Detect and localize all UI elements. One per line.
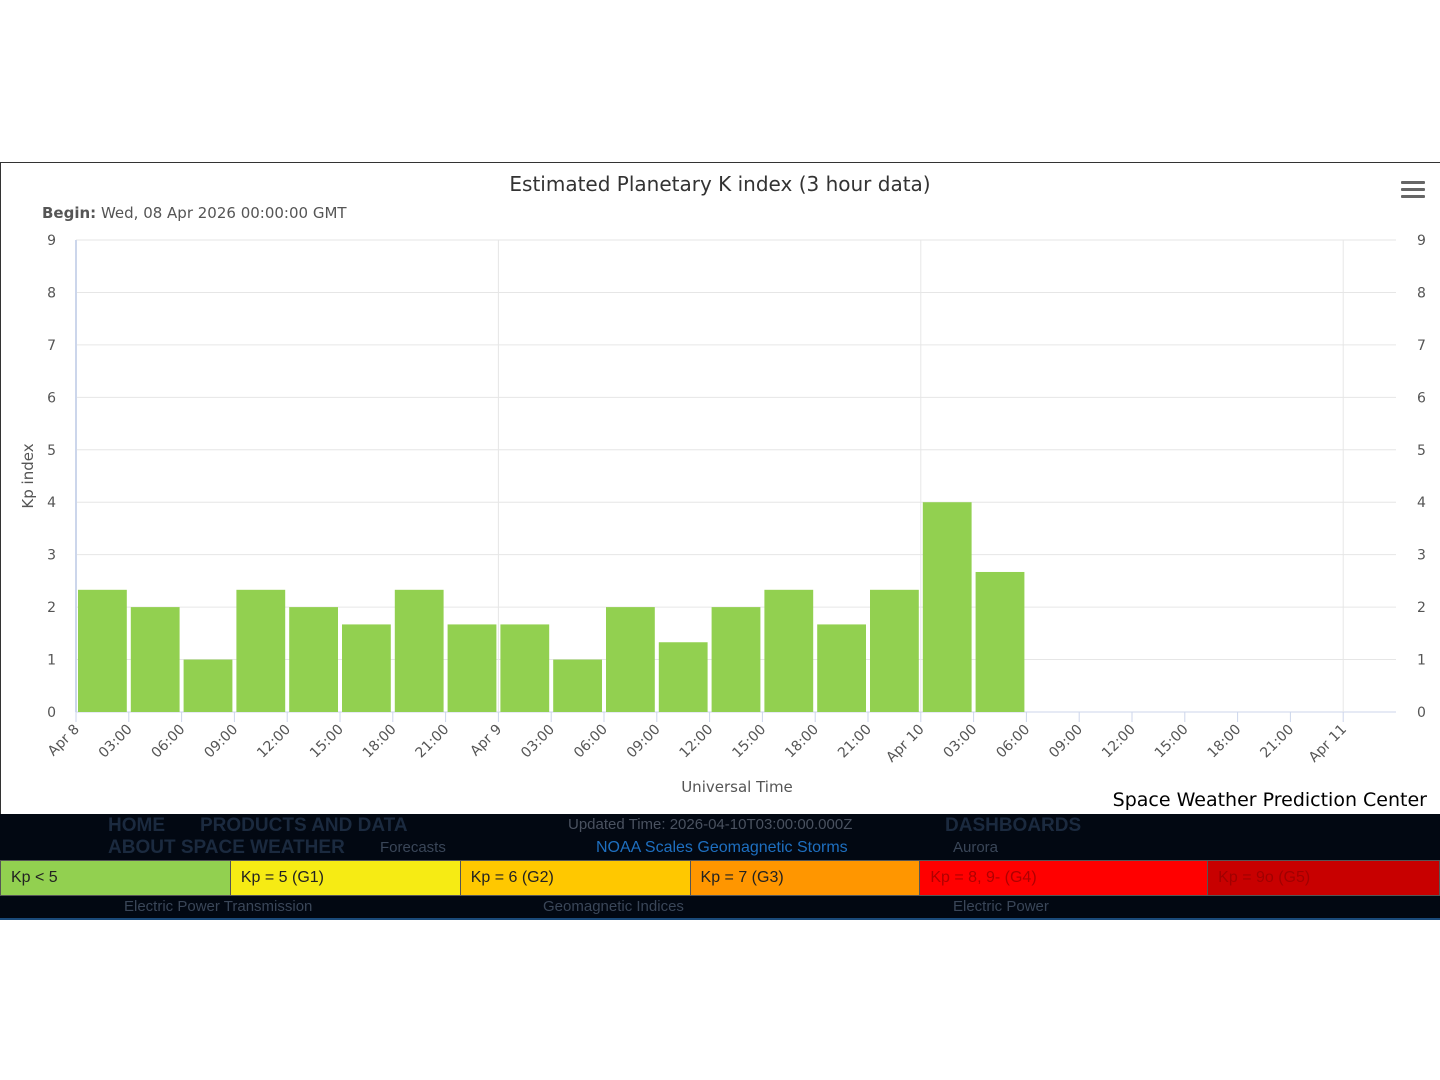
nav-home[interactable]: HOME [108, 815, 165, 836]
x-tick-label: Apr 8 [45, 722, 83, 760]
kp-chart: 0 0 1 1 2 2 3 3 4 4 5 5 6 6 7 7 8 8 9 9 Apr 8 03:00 06:00 09:00… [19, 233, 1426, 796]
legend-item: Kp = 6 (G2) [460, 860, 691, 896]
x-tick-label: 12:00 [254, 722, 294, 762]
y-axis-title: Kp index [19, 443, 37, 508]
kp-bar [764, 589, 814, 712]
kp-bar [236, 589, 286, 712]
y-tick-label-right: 7 [1417, 338, 1426, 354]
noaa-scales-link[interactable]: NOAA Scales Geomagnetic Storms [596, 839, 848, 856]
kp-bar [500, 624, 550, 712]
nav-aurora[interactable]: Aurora [953, 839, 999, 856]
kp-bar [870, 589, 919, 712]
x-tick-label: 03:00 [518, 722, 558, 762]
begin-label: Begin: [42, 204, 97, 222]
kp-bar [553, 659, 602, 712]
nav-products[interactable]: PRODUCTS AND DATA [200, 815, 408, 836]
chart-credit[interactable]: Space Weather Prediction Center [1112, 789, 1427, 811]
chart-title: Estimated Planetary K index (3 hour data… [509, 172, 931, 196]
kp-bar [447, 624, 497, 712]
y-tick-label: 3 [47, 548, 56, 564]
hamburger-menu-icon[interactable] [1401, 181, 1425, 201]
kp-bar [817, 624, 866, 712]
kp-bar [658, 642, 708, 712]
y-tick-label: 0 [47, 705, 56, 721]
x-tick-label: 03:00 [941, 722, 981, 762]
x-tick-label: 15:00 [307, 722, 347, 762]
x-tick-label: 09:00 [201, 722, 241, 762]
legend-item: Kp = 8, 9- (G4) [920, 860, 1209, 896]
kp-bar [78, 589, 127, 712]
kp-bar [711, 607, 761, 712]
y-tick-label: 2 [47, 600, 56, 616]
x-tick-label: 09:00 [624, 722, 664, 762]
x-tick-label: 21:00 [1257, 722, 1297, 762]
y-tick-label: 4 [47, 495, 56, 511]
legend-item: Kp = 9o (G5) [1208, 860, 1440, 896]
y-tick-label: 5 [47, 443, 56, 459]
kp-bar [183, 659, 233, 712]
kp-bar [975, 571, 1025, 712]
kp-bar [606, 607, 655, 712]
nav-about[interactable]: ABOUT SPACE WEATHER [108, 837, 345, 858]
y-tick-label-right: 4 [1417, 495, 1426, 511]
x-tick-label: 18:00 [782, 722, 822, 762]
x-tick-label: 06:00 [993, 722, 1033, 762]
legend-item: Kp = 7 (G3) [690, 860, 921, 896]
nav-dashboards[interactable]: DASHBOARDS [945, 815, 1082, 836]
nav-forecasts[interactable]: Forecasts [380, 839, 446, 856]
x-axis-title: Universal Time [681, 778, 793, 796]
y-tick-label-right: 0 [1417, 705, 1426, 721]
nav-ep[interactable]: Electric Power [953, 898, 1049, 915]
kp-bar [342, 624, 391, 712]
y-tick-label-right: 2 [1417, 600, 1426, 616]
kp-bar [130, 607, 180, 712]
nav-ept[interactable]: Electric Power Transmission [124, 898, 313, 915]
x-tick-label: Apr 11 [1306, 722, 1350, 766]
begin-value: Wed, 08 Apr 2026 00:00:00 GMT [100, 204, 347, 222]
legend-item: Kp = 5 (G1) [230, 860, 461, 896]
x-tick-label: Apr 10 [883, 722, 927, 766]
y-tick-label-right: 9 [1417, 233, 1426, 249]
y-tick-label-right: 6 [1417, 390, 1426, 406]
legend-item: Kp < 5 [0, 860, 231, 896]
kp-legend: Kp < 5 Kp = 5 (G1) Kp = 6 (G2) Kp = 7 (G3) K… [0, 860, 1440, 896]
x-tick-label: 15:00 [729, 722, 769, 762]
x-tick-label: 12:00 [677, 722, 717, 762]
updated-time: Updated Time: 2026-04-10T03:00:00.000Z [568, 816, 853, 833]
nav-geo[interactable]: Geomagnetic Indices [543, 898, 684, 915]
y-tick-label: 6 [47, 390, 56, 406]
y-tick-label: 7 [47, 338, 56, 354]
x-tick-label: 06:00 [149, 722, 189, 762]
y-tick-label-right: 3 [1417, 548, 1426, 564]
x-tick-label: 03:00 [96, 722, 136, 762]
x-tick-label: Apr 9 [467, 722, 505, 760]
x-tick-label: 21:00 [835, 722, 875, 762]
x-tick-label: 15:00 [1152, 722, 1192, 762]
kp-bar [922, 502, 972, 712]
kp-bar [394, 589, 444, 712]
kp-bar [289, 607, 338, 712]
chart-subtitle: Begin: Wed, 08 Apr 2026 00:00:00 GMT [42, 204, 347, 222]
x-tick-label: 12:00 [1099, 722, 1139, 762]
y-tick-label-right: 5 [1417, 443, 1426, 459]
x-tick-label: 06:00 [571, 722, 611, 762]
x-tick-label: 09:00 [1046, 722, 1086, 762]
y-tick-label: 8 [47, 285, 56, 301]
y-tick-label-right: 1 [1417, 653, 1426, 669]
y-tick-label: 9 [47, 233, 56, 249]
y-tick-label: 1 [47, 653, 56, 669]
x-tick-label: 18:00 [360, 722, 400, 762]
x-tick-label: 18:00 [1205, 722, 1245, 762]
x-tick-label: 21:00 [413, 722, 453, 762]
y-tick-label-right: 8 [1417, 285, 1426, 301]
